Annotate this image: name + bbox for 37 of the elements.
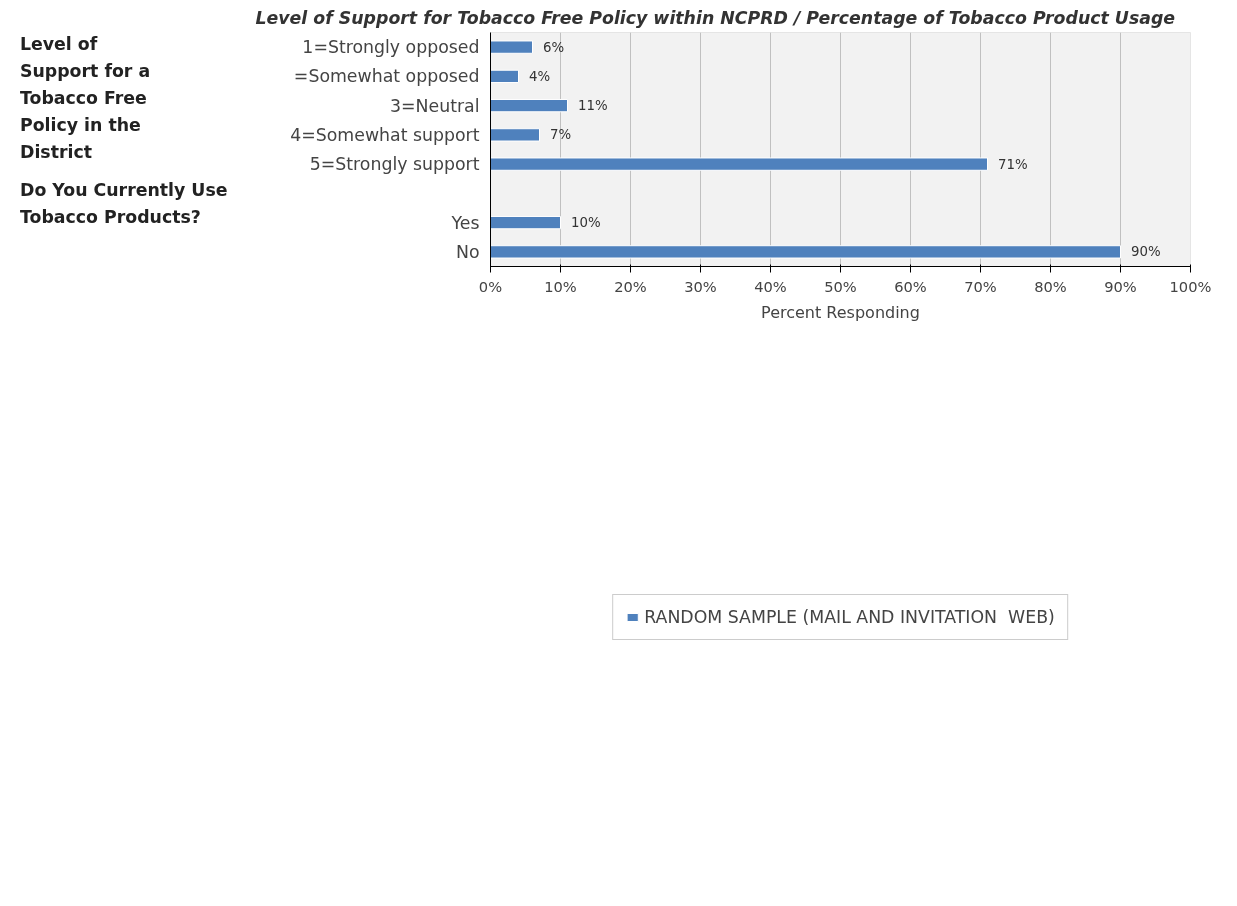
bar [490, 157, 988, 171]
bar [490, 245, 1121, 259]
x-tick-label: 40% [754, 277, 787, 295]
x-tick-label: 20% [614, 277, 647, 295]
x-tick-label: 0% [478, 277, 503, 295]
data-label: 7% [550, 127, 572, 143]
bar [490, 98, 568, 113]
x-axis-title: Percent Responding [761, 302, 920, 322]
bar [490, 40, 533, 54]
y-tick-label: 5=Strongly support [309, 154, 480, 175]
y-tick-label: =Somewhat opposed [293, 66, 480, 87]
y-tick-label: 3=Neutral [390, 95, 480, 116]
x-tick-label: 100% [1169, 277, 1212, 295]
x-tick-label: 70% [964, 277, 997, 295]
x-tick-label: 90% [1104, 277, 1137, 295]
data-label: 6% [543, 39, 565, 55]
x-tick-label: 50% [824, 277, 857, 295]
x-tick-label: 80% [1034, 277, 1067, 295]
data-label: 10% [571, 215, 601, 231]
data-label: 90% [1131, 244, 1161, 260]
data-label: 11% [578, 98, 608, 114]
y-tick-label: 1=Strongly opposed [302, 37, 480, 58]
text: Do You Currently Use Tobacco Products? [20, 180, 228, 228]
y-tick-label: 4=Somewhat support [290, 124, 480, 145]
chart-title: Level of Support for Tobacco Free Policy within NCPRD / Percentage of Tobacco Product Usage [255, 7, 1176, 28]
y-tick-label: Yes [450, 212, 480, 233]
x-tick-label: 60% [894, 277, 927, 295]
bar [490, 215, 561, 230]
text: Level of Support for a Tobacco Free Policy in the District [20, 33, 151, 162]
legend-label: RANDOM SAMPLE (MAIL AND INVITATION WEB) [644, 607, 1055, 627]
data-label: 71% [998, 156, 1028, 172]
data-label: 4% [529, 68, 551, 84]
x-tick-label: 30% [684, 277, 717, 295]
y-tick-label: No [455, 241, 480, 262]
bar [490, 128, 540, 142]
bar [490, 69, 519, 84]
x-tick-label: 10% [544, 277, 577, 295]
